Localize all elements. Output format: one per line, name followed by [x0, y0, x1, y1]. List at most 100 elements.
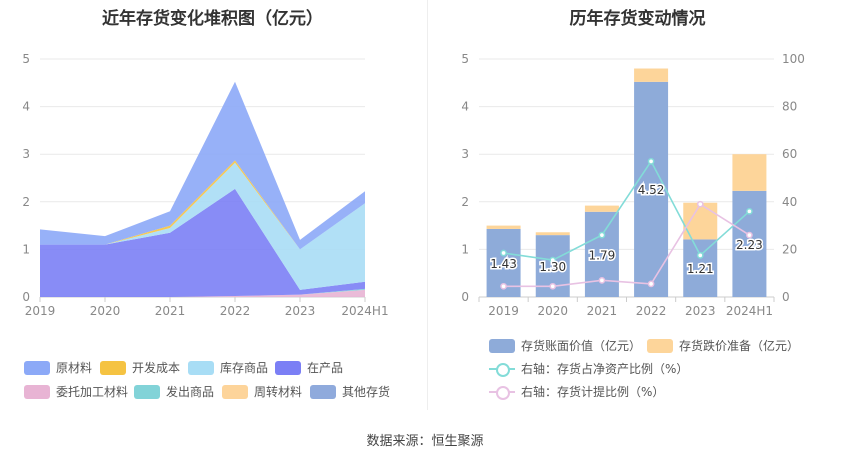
legend-label: 开发成本	[132, 361, 181, 375]
y-tick-label: 5	[22, 52, 30, 66]
line-provision-ratio	[503, 203, 750, 288]
y-tick-label: 3	[22, 147, 30, 161]
y2-tick-label: 40	[782, 195, 797, 209]
legend-swatch	[100, 360, 126, 375]
y-tick-label: 1	[22, 242, 30, 256]
legend-label: 右轴：存货占净资产比例（%）	[521, 362, 689, 376]
left-chart-title: 近年存货变化堆积图（亿元）	[102, 9, 323, 29]
legend-item-consigned-materials[interactable]: 委托加工材料	[24, 383, 128, 400]
point-inventory-to-net-assets	[500, 249, 507, 257]
x-tick-label: 2019	[25, 304, 56, 318]
panel-divider	[427, 0, 428, 410]
bar-value-label: 1.79	[589, 248, 616, 262]
x-tick-label: 2021	[587, 304, 618, 318]
x-tick-label: 2022	[636, 304, 667, 318]
x-tick-label: 2022	[220, 304, 251, 318]
point-inventory-to-net-assets	[598, 231, 606, 239]
bar-impairment	[634, 68, 669, 82]
legend-item-finished-goods[interactable]: 库存商品	[188, 359, 268, 376]
legend-item-other-inventory[interactable]: 其他存货	[310, 383, 390, 400]
y-tick-label: 0	[22, 290, 30, 304]
bar-impairment	[535, 232, 570, 236]
legend-label: 原材料	[56, 361, 93, 375]
point-provision-ratio	[598, 276, 606, 284]
y-tick-label: 0	[461, 290, 469, 304]
area-a8ddf5	[40, 162, 365, 290]
area-e8b4d4	[40, 289, 365, 297]
area-8ca9f7	[40, 81, 365, 250]
legend-label: 发出商品	[166, 385, 215, 399]
point-provision-ratio	[696, 200, 704, 208]
legend-item-impairment[interactable]: 存货跌价准备（亿元）	[647, 337, 799, 354]
point-inventory-to-net-assets	[647, 157, 655, 165]
data-source-note: 数据来源：恒生聚源	[366, 434, 484, 449]
point-provision-ratio	[500, 282, 507, 290]
legend-swatch	[24, 360, 50, 375]
point-provision-ratio	[549, 282, 557, 290]
y2-tick-label: 0	[782, 290, 790, 304]
legend-item-turnover-materials[interactable]: 周转材料	[222, 383, 302, 400]
bar-value-label: 1.21	[687, 262, 714, 276]
point-inventory-to-net-assets	[549, 256, 557, 264]
legend-item-book-value[interactable]: 存货账面价值（亿元）	[489, 337, 641, 354]
right-legend: 存货账面价值（亿元） 存货跌价准备（亿元） 右轴：存货占净资产比例（%） 右轴：…	[425, 0, 850, 420]
point-inventory-to-net-assets	[696, 252, 704, 259]
y2-tick-label: 100	[782, 52, 805, 66]
y-tick-label: 2	[461, 195, 469, 209]
right-chart-title: 历年存货变动情况	[569, 9, 706, 29]
legend-label: 存货跌价准备（亿元）	[679, 339, 800, 353]
legend-item-provision-ratio[interactable]: 右轴：存货计提比例（%）	[489, 383, 664, 400]
legend-swatch	[222, 384, 248, 399]
bar-book-value	[634, 81, 669, 298]
legend-swatch	[647, 338, 673, 353]
legend-swatch	[310, 384, 336, 399]
x-tick-label: 2024H1	[341, 304, 388, 318]
x-tick-label: 2020	[537, 304, 568, 318]
legend-line-swatch	[489, 362, 515, 377]
legend-swatch	[275, 360, 301, 375]
point-provision-ratio	[647, 280, 655, 288]
bar-value-label: 4.52	[638, 183, 665, 197]
legend-line-swatch	[489, 385, 515, 400]
point-inventory-to-net-assets	[746, 207, 753, 215]
y-tick-label: 1	[461, 242, 469, 256]
legend-item-inventory-to-net-assets[interactable]: 右轴：存货占净资产比例（%）	[489, 360, 688, 377]
bar-value-label: 1.30	[539, 260, 566, 274]
left-stacked-area-chart: 0 1 2 3 4 5 2019 2020 2021 2022 2023 2024H1	[22, 52, 388, 318]
legend-item-work-in-process[interactable]: 在产品	[275, 359, 343, 376]
y-tick-label: 2	[22, 195, 30, 209]
legend-label: 库存商品	[220, 361, 269, 375]
x-tick-label: 2019	[488, 304, 519, 318]
legend-label: 存货账面价值（亿元）	[521, 339, 642, 353]
legend-swatch	[188, 360, 214, 375]
area-7b7ff5	[40, 188, 365, 297]
line-inventory-to-net-assets	[503, 159, 750, 261]
x-tick-label: 2023	[285, 304, 316, 318]
left-legend: 原材料 开发成本 库存商品 在产品 委托加工材料 发出商品 周转材料 其他存货	[0, 0, 425, 420]
bar-impairment	[584, 205, 619, 212]
bar-value-label: 1.43	[490, 257, 517, 271]
y-tick-label: 3	[461, 147, 469, 161]
legend-label: 周转材料	[254, 385, 303, 399]
legend-item-development-cost[interactable]: 开发成本	[100, 359, 180, 376]
right-bar-line-chart: 0 1 2 3 4 5 0 20 40 60 80 100 2019 2020 2021 2022 2023 20…	[461, 52, 805, 318]
legend-label: 委托加工材料	[56, 385, 129, 399]
legend-item-goods-shipped[interactable]: 发出商品	[134, 383, 214, 400]
point-provision-ratio	[746, 231, 753, 239]
x-tick-label: 2023	[685, 304, 716, 318]
legend-label: 在产品	[307, 361, 344, 375]
y-tick-label: 4	[461, 100, 469, 114]
bar-value-label: 2.23	[736, 238, 763, 252]
bar-impairment	[732, 154, 767, 191]
legend-swatch	[134, 384, 160, 399]
x-tick-label: 2021	[155, 304, 186, 318]
y2-tick-label: 60	[782, 147, 797, 161]
y-tick-label: 5	[461, 52, 469, 66]
x-tick-label: 2024H1	[726, 304, 773, 318]
y2-tick-label: 80	[782, 100, 797, 114]
y2-tick-label: 20	[782, 242, 797, 256]
y-tick-label: 4	[22, 100, 30, 114]
legend-label: 其他存货	[342, 385, 391, 399]
legend-item-raw-material[interactable]: 原材料	[24, 359, 92, 376]
legend-swatch	[24, 384, 50, 399]
